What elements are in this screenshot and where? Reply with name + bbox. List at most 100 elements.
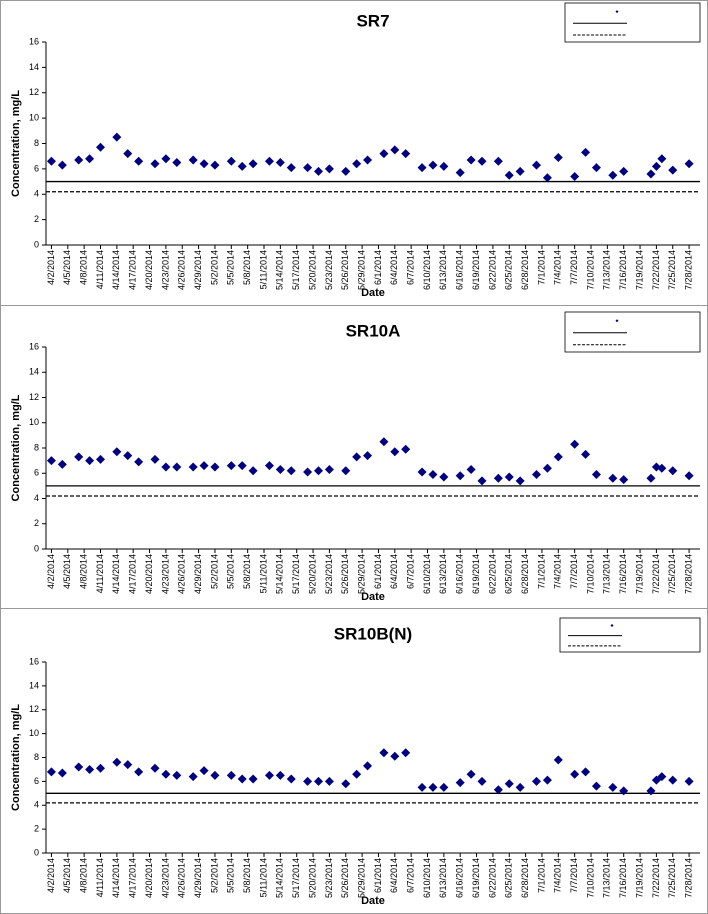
x-tick-label: 4/14/2014 xyxy=(111,554,121,594)
data-point xyxy=(314,466,323,476)
y-tick-label: 6 xyxy=(34,776,39,786)
data-point xyxy=(466,769,476,779)
x-tick-label: 7/19/2014 xyxy=(634,554,644,594)
x-tick-label: 5/17/2014 xyxy=(291,858,301,898)
x-tick-label: 7/1/2014 xyxy=(536,858,546,893)
data-point xyxy=(401,748,411,758)
x-tick-label: 6/4/2014 xyxy=(389,858,399,893)
y-tick-label: 8 xyxy=(34,138,39,148)
data-point xyxy=(428,782,438,792)
data-point xyxy=(150,159,160,169)
y-tick-label: 14 xyxy=(29,62,39,72)
x-tick-label: 6/22/2014 xyxy=(487,858,497,898)
y-tick-label: 0 xyxy=(34,239,39,249)
x-tick-label: 4/20/2014 xyxy=(144,858,154,898)
x-tick-label: 7/16/2014 xyxy=(618,250,628,290)
data-point xyxy=(248,466,258,476)
data-point xyxy=(619,786,629,796)
x-tick-label: 7/25/2014 xyxy=(667,554,677,594)
y-tick-label: 12 xyxy=(29,87,39,97)
x-tick-label: 4/5/2014 xyxy=(62,858,72,893)
data-point xyxy=(134,457,144,467)
x-tick-label: 7/22/2014 xyxy=(651,858,661,898)
data-point xyxy=(493,156,503,166)
x-tick-label: 7/19/2014 xyxy=(634,250,644,290)
data-point xyxy=(619,475,629,485)
data-point xyxy=(286,774,296,784)
data-point xyxy=(314,776,323,786)
x-tick-label: 4/11/2014 xyxy=(95,554,105,593)
data-point xyxy=(123,149,133,159)
x-tick-label: 6/28/2014 xyxy=(520,250,530,290)
data-point xyxy=(532,470,541,480)
x-tick-label: 4/8/2014 xyxy=(79,250,89,285)
data-point xyxy=(657,463,667,473)
data-point xyxy=(646,169,656,179)
x-tick-label: 6/10/2014 xyxy=(422,554,432,594)
data-point xyxy=(226,770,236,780)
data-point xyxy=(619,166,629,176)
data-point xyxy=(591,163,601,173)
x-tick-label: 5/23/2014 xyxy=(324,858,334,898)
data-point xyxy=(455,471,465,481)
data-point xyxy=(341,779,351,789)
data-point xyxy=(46,767,56,777)
chart-title: SR10A xyxy=(346,321,401,340)
data-point xyxy=(226,156,236,166)
y-tick-label: 0 xyxy=(34,847,39,857)
data-point xyxy=(188,772,198,782)
y-tick-label: 4 xyxy=(34,800,39,810)
y-tick-label: 10 xyxy=(29,113,39,123)
chart-title: SR7 xyxy=(356,11,389,30)
x-tick-label: 4/5/2014 xyxy=(62,250,72,285)
data-point xyxy=(608,170,618,180)
x-tick-label: 6/19/2014 xyxy=(471,250,481,290)
x-tick-label: 4/23/2014 xyxy=(160,250,170,290)
x-tick-label: 4/11/2014 xyxy=(95,858,105,897)
data-point xyxy=(542,463,552,473)
x-tick-label: 7/10/2014 xyxy=(585,858,595,898)
x-tick-label: 5/20/2014 xyxy=(307,554,317,594)
x-tick-label: 4/17/2014 xyxy=(128,250,138,290)
data-point xyxy=(553,755,563,765)
data-point xyxy=(570,171,580,181)
data-point xyxy=(542,775,552,785)
data-point xyxy=(390,447,400,457)
legend-box xyxy=(559,617,701,653)
data-point xyxy=(123,760,133,770)
x-tick-label: 7/4/2014 xyxy=(553,554,563,589)
x-tick-label: 6/4/2014 xyxy=(389,554,399,589)
data-point xyxy=(504,779,514,789)
data-point xyxy=(57,768,67,778)
data-point xyxy=(684,776,694,786)
data-point xyxy=(390,145,400,155)
data-point xyxy=(134,767,144,777)
data-point xyxy=(96,763,105,773)
data-point xyxy=(303,776,313,786)
data-point xyxy=(352,769,362,779)
data-point xyxy=(553,452,563,462)
data-point xyxy=(379,748,389,758)
data-point xyxy=(428,160,438,170)
x-tick-label: 7/25/2014 xyxy=(667,250,677,290)
data-point xyxy=(651,775,661,785)
data-point xyxy=(85,456,95,466)
x-axis-title: Date xyxy=(361,591,385,603)
x-tick-label: 6/25/2014 xyxy=(504,554,514,594)
x-tick-label: 7/13/2014 xyxy=(602,250,612,290)
legend-marker xyxy=(610,623,614,627)
data-point xyxy=(314,166,323,176)
data-point xyxy=(172,462,182,472)
data-point xyxy=(324,776,334,786)
legend-marker xyxy=(615,10,619,14)
data-point xyxy=(85,154,95,164)
data-point xyxy=(210,770,220,780)
data-point xyxy=(264,461,274,471)
x-tick-label: 5/11/2014 xyxy=(258,554,268,593)
data-point xyxy=(515,476,525,486)
x-tick-label: 6/16/2014 xyxy=(455,554,465,594)
data-point xyxy=(199,159,209,169)
x-tick-label: 6/19/2014 xyxy=(471,554,481,594)
data-point xyxy=(668,466,678,476)
x-tick-label: 4/5/2014 xyxy=(62,554,72,589)
